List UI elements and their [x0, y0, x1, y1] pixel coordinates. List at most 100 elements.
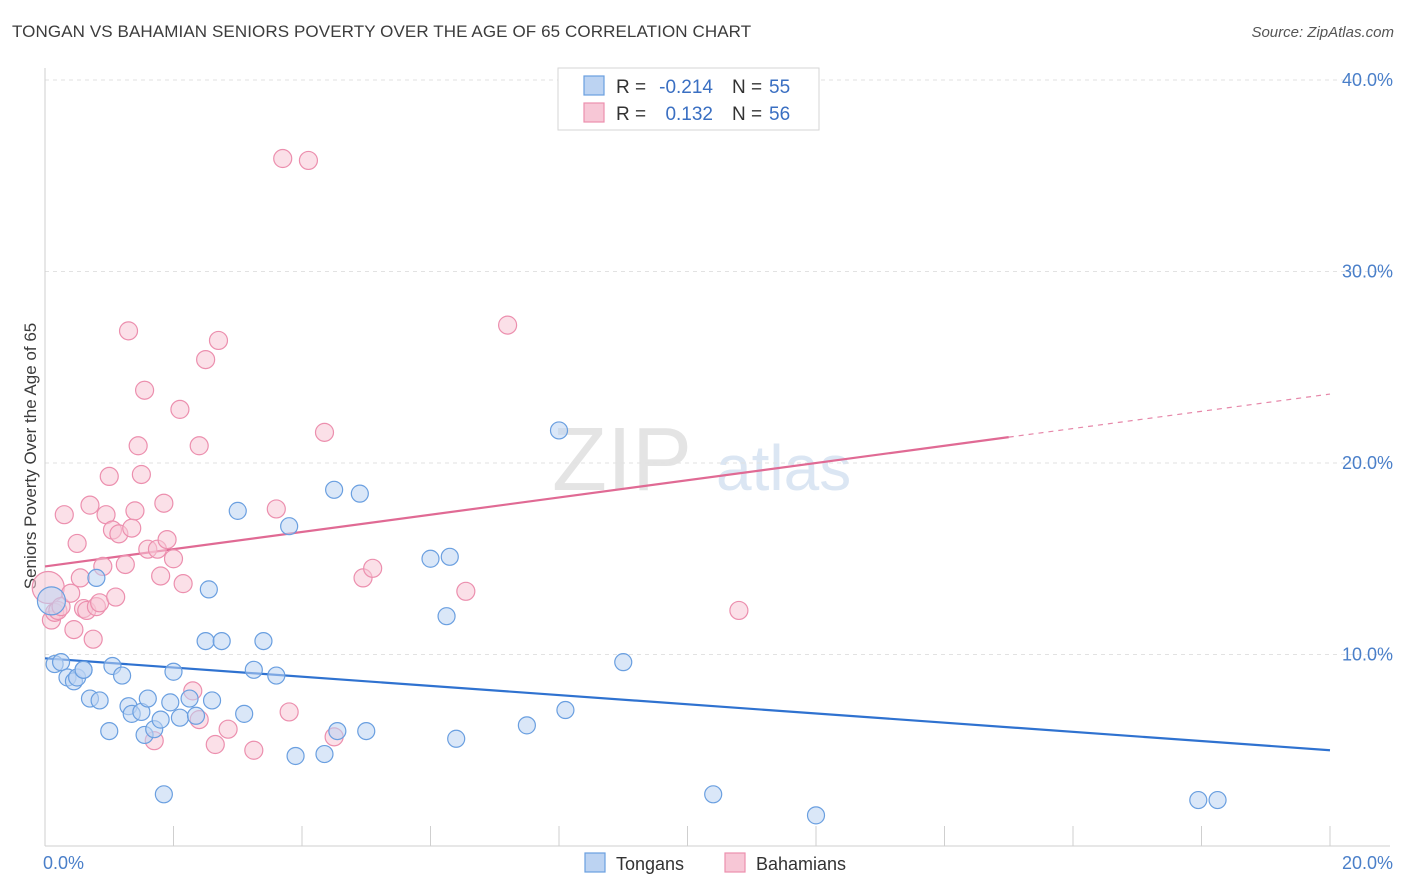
bottom-legend: Tongans Bahamians [584, 852, 846, 874]
point-tongans-36 [315, 744, 334, 764]
y-tick-label-3: 40.0% [1342, 70, 1393, 90]
point-bahamians-9 [70, 568, 90, 588]
point-tongans-47 [556, 700, 575, 720]
point-tongans-20 [161, 693, 180, 712]
point-bahamians-22 [115, 554, 135, 575]
point-bahamians-54 [456, 581, 476, 601]
watermark-zip: ZIP [552, 410, 692, 510]
legend-n-value-bahamians: 56 [769, 104, 790, 125]
point-bahamians-39 [189, 436, 209, 456]
point-tongans-2 [51, 653, 71, 672]
point-bahamians-53 [363, 558, 383, 578]
point-tongans-31 [244, 660, 263, 679]
point-tongans-54 [74, 660, 93, 679]
point-bahamians-27 [131, 464, 151, 485]
y-axis-title: Seniors Poverty Over the Age of 65 [21, 323, 40, 589]
point-tongans-0 [36, 586, 67, 616]
legend-r-value-tongans: -0.214 [659, 77, 713, 98]
watermark: ZIP atlas [552, 410, 851, 510]
point-tongans-26 [199, 580, 218, 599]
point-bahamians-43 [208, 330, 229, 351]
point-bahamians-24 [122, 518, 142, 538]
point-bahamians-56 [729, 600, 749, 621]
trend-line-tongans [44, 657, 1331, 752]
trend-line-bahamians [44, 436, 1009, 568]
point-bahamians-49 [298, 150, 319, 171]
y-tick-label-1: 20.0% [1342, 453, 1393, 473]
point-tongans-16 [138, 689, 157, 708]
point-tongans-25 [196, 631, 215, 651]
point-tongans-29 [228, 501, 247, 520]
point-tongans-28 [212, 631, 231, 651]
legend-box: R = -0.214 N = 55 R = 0.132 N = 56 [557, 67, 820, 131]
point-tongans-38 [328, 721, 347, 741]
point-tongans-39 [350, 484, 369, 503]
point-bahamians-18 [99, 466, 119, 487]
y-tick-label-0: 10.0% [1342, 645, 1393, 665]
legend-n-value-tongans: 55 [769, 77, 790, 98]
point-bahamians-34 [157, 529, 177, 550]
axes [44, 68, 1390, 847]
bottom-legend-label-tongans: Tongans [616, 854, 684, 874]
point-tongans-45 [517, 716, 536, 735]
legend-n-label-tongans: N = [732, 77, 762, 98]
point-tongans-40 [357, 721, 376, 741]
point-tongans-43 [440, 547, 459, 566]
point-bahamians-7 [64, 620, 84, 640]
point-tongans-11 [112, 666, 132, 685]
x-tick-label-1: 20.0% [1342, 853, 1393, 873]
point-bahamians-42 [205, 734, 225, 755]
point-bahamians-23 [118, 321, 139, 341]
y-tick-labels: 10.0% 20.0% 30.0% 40.0% [1342, 70, 1393, 665]
point-tongans-21 [164, 662, 183, 681]
point-bahamians-28 [134, 380, 155, 400]
point-tongans-51 [1189, 790, 1208, 810]
point-tongans-35 [286, 746, 305, 766]
point-tongans-24 [186, 706, 206, 725]
point-bahamians-20 [106, 587, 126, 607]
x-tick-labels: 0.0% 20.0% [43, 853, 1393, 873]
legend-swatch-tongans [583, 75, 605, 96]
point-bahamians-5 [54, 505, 74, 525]
point-bahamians-15 [90, 593, 110, 613]
point-bahamians-26 [128, 436, 148, 456]
point-bahamians-35 [163, 549, 184, 569]
point-tongans-50 [806, 806, 826, 825]
point-tongans-41 [421, 549, 440, 568]
point-tongans-23 [180, 689, 199, 708]
point-bahamians-55 [498, 315, 518, 335]
point-tongans-46 [549, 421, 569, 440]
point-bahamians-25 [125, 501, 145, 521]
point-bahamians-32 [151, 566, 171, 586]
point-bahamians-36 [170, 399, 190, 419]
point-tongans-34 [280, 517, 299, 536]
point-tongans-19 [154, 785, 173, 804]
point-tongans-52 [1208, 790, 1227, 810]
source-label: Source: ZipAtlas.com [1251, 24, 1394, 41]
point-bahamians-37 [173, 574, 193, 594]
point-bahamians-12 [80, 495, 100, 515]
bottom-legend-label-bahamians: Bahamians [756, 854, 846, 874]
point-tongans-37 [325, 480, 344, 499]
bottom-legend-swatch-bahamians [724, 852, 746, 873]
point-tongans-27 [202, 691, 222, 710]
chart-title: TONGAN VS BAHAMIAN SENIORS POVERTY OVER … [12, 22, 752, 41]
point-bahamians-45 [244, 740, 264, 760]
point-bahamians-47 [273, 148, 293, 169]
point-tongans-48 [614, 653, 633, 672]
point-tongans-33 [267, 666, 286, 685]
point-tongans-32 [254, 631, 273, 651]
gridlines [45, 79, 1390, 655]
point-tongans-42 [437, 607, 456, 626]
tongans-points [36, 421, 1227, 825]
point-bahamians-8 [67, 533, 87, 554]
point-bahamians-46 [266, 499, 286, 519]
point-tongans-44 [447, 729, 466, 748]
point-bahamians-50 [314, 422, 335, 442]
trend-line-bahamians-extension [1008, 393, 1331, 438]
legend-r-label-tongans: R = [616, 77, 646, 98]
point-tongans-30 [235, 704, 254, 723]
point-tongans-49 [704, 785, 723, 804]
legend-n-label-bahamians: N = [732, 104, 762, 125]
